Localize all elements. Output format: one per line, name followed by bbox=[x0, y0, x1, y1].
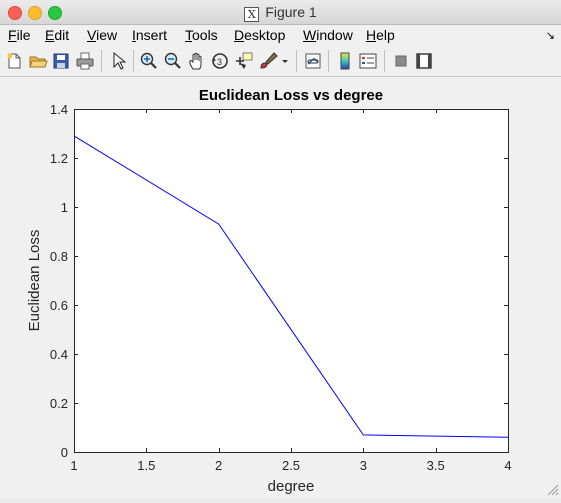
chart[interactable]: 1 1.5 2 2.5 3 3.5 4 0 0.2 0.4 0.6 0.8 1 1.2 1.4 Euclid… bbox=[0, 77, 561, 498]
x-tick-label: 3.5 bbox=[427, 458, 445, 473]
menu-file[interactable]: File bbox=[8, 27, 31, 43]
axes-background bbox=[74, 109, 508, 452]
menu-overflow-icon[interactable]: ↘ bbox=[545, 30, 555, 42]
toolbar-separator bbox=[296, 50, 297, 72]
toolbar: 3 bbox=[0, 46, 561, 77]
y-tick-label: 1 bbox=[61, 200, 68, 215]
axes-box bbox=[74, 109, 509, 453]
menu-view[interactable]: View bbox=[87, 27, 118, 43]
brush-icon[interactable] bbox=[258, 51, 278, 71]
window-title: Figure 1 bbox=[265, 4, 317, 20]
title-bar[interactable]: X Figure 1 bbox=[0, 0, 561, 25]
chart-title: Euclidean Loss vs degree bbox=[199, 87, 383, 104]
y-tick-label: 0.2 bbox=[50, 396, 68, 411]
y-tick-label: 0 bbox=[61, 445, 68, 460]
window-title-wrap: X Figure 1 bbox=[0, 4, 561, 22]
x-tick-label: 2.5 bbox=[282, 458, 300, 473]
hide-plot-tools-icon[interactable] bbox=[391, 51, 411, 71]
toolbar-separator bbox=[328, 50, 329, 72]
colorbar-icon[interactable] bbox=[335, 51, 355, 71]
series-line-loss[interactable] bbox=[73, 135, 509, 438]
maximize-icon[interactable] bbox=[48, 6, 62, 20]
menu-tools[interactable]: Tools bbox=[185, 27, 218, 43]
zoom-in-icon[interactable] bbox=[139, 51, 159, 71]
menu-desktop[interactable]: Desktop bbox=[234, 27, 286, 43]
y-tick-label: 1.2 bbox=[50, 151, 68, 166]
menu-help[interactable]: Help bbox=[366, 27, 395, 43]
menu-bar: File Edit View Insert Tools Desktop Wind… bbox=[0, 25, 561, 46]
data-cursor-icon[interactable] bbox=[234, 51, 254, 71]
menu-insert[interactable]: Insert bbox=[132, 27, 168, 43]
y-tick-label: 0.4 bbox=[50, 347, 68, 362]
legend-icon[interactable] bbox=[358, 51, 378, 71]
open-file-icon[interactable] bbox=[28, 51, 48, 71]
show-plot-tools-icon[interactable] bbox=[414, 51, 434, 71]
x11-icon: X bbox=[244, 7, 260, 22]
toolbar-separator bbox=[133, 50, 134, 72]
x-tick-label: 1.5 bbox=[137, 458, 155, 473]
x-tick-label: 2 bbox=[215, 458, 222, 473]
x-tick-label: 1 bbox=[70, 458, 77, 473]
x-axis-label: degree bbox=[268, 478, 315, 495]
pointer-icon[interactable] bbox=[108, 51, 128, 71]
minimize-icon[interactable] bbox=[28, 6, 42, 20]
close-icon[interactable] bbox=[8, 6, 22, 20]
menu-edit[interactable]: Edit bbox=[45, 27, 70, 43]
pan-icon[interactable] bbox=[187, 51, 207, 71]
toolbar-separator bbox=[101, 50, 102, 72]
brush-dropdown-icon[interactable] bbox=[280, 51, 290, 71]
zoom-out-icon[interactable] bbox=[163, 51, 183, 71]
svg-text:3: 3 bbox=[217, 57, 222, 67]
x-tick-label: 4 bbox=[504, 458, 511, 473]
rotate-3d-icon[interactable]: 3 bbox=[210, 51, 230, 71]
toolbar-separator bbox=[384, 50, 385, 72]
save-icon[interactable] bbox=[51, 51, 71, 71]
y-tick-label: 0.8 bbox=[50, 249, 68, 264]
y-axis-label: Euclidean Loss bbox=[26, 230, 43, 332]
y-tick-label: 1.4 bbox=[50, 102, 68, 117]
menu-window[interactable]: Window bbox=[303, 27, 353, 43]
x-tick-label: 3 bbox=[360, 458, 367, 473]
new-figure-icon[interactable] bbox=[4, 51, 24, 71]
y-tick-label: 0.6 bbox=[50, 298, 68, 313]
resize-grip-icon[interactable] bbox=[545, 482, 559, 496]
figure-canvas: 1 1.5 2 2.5 3 3.5 4 0 0.2 0.4 0.6 0.8 1 1.2 1.4 Euclid… bbox=[0, 77, 561, 498]
print-icon[interactable] bbox=[75, 51, 95, 71]
link-plot-icon[interactable] bbox=[303, 51, 323, 71]
